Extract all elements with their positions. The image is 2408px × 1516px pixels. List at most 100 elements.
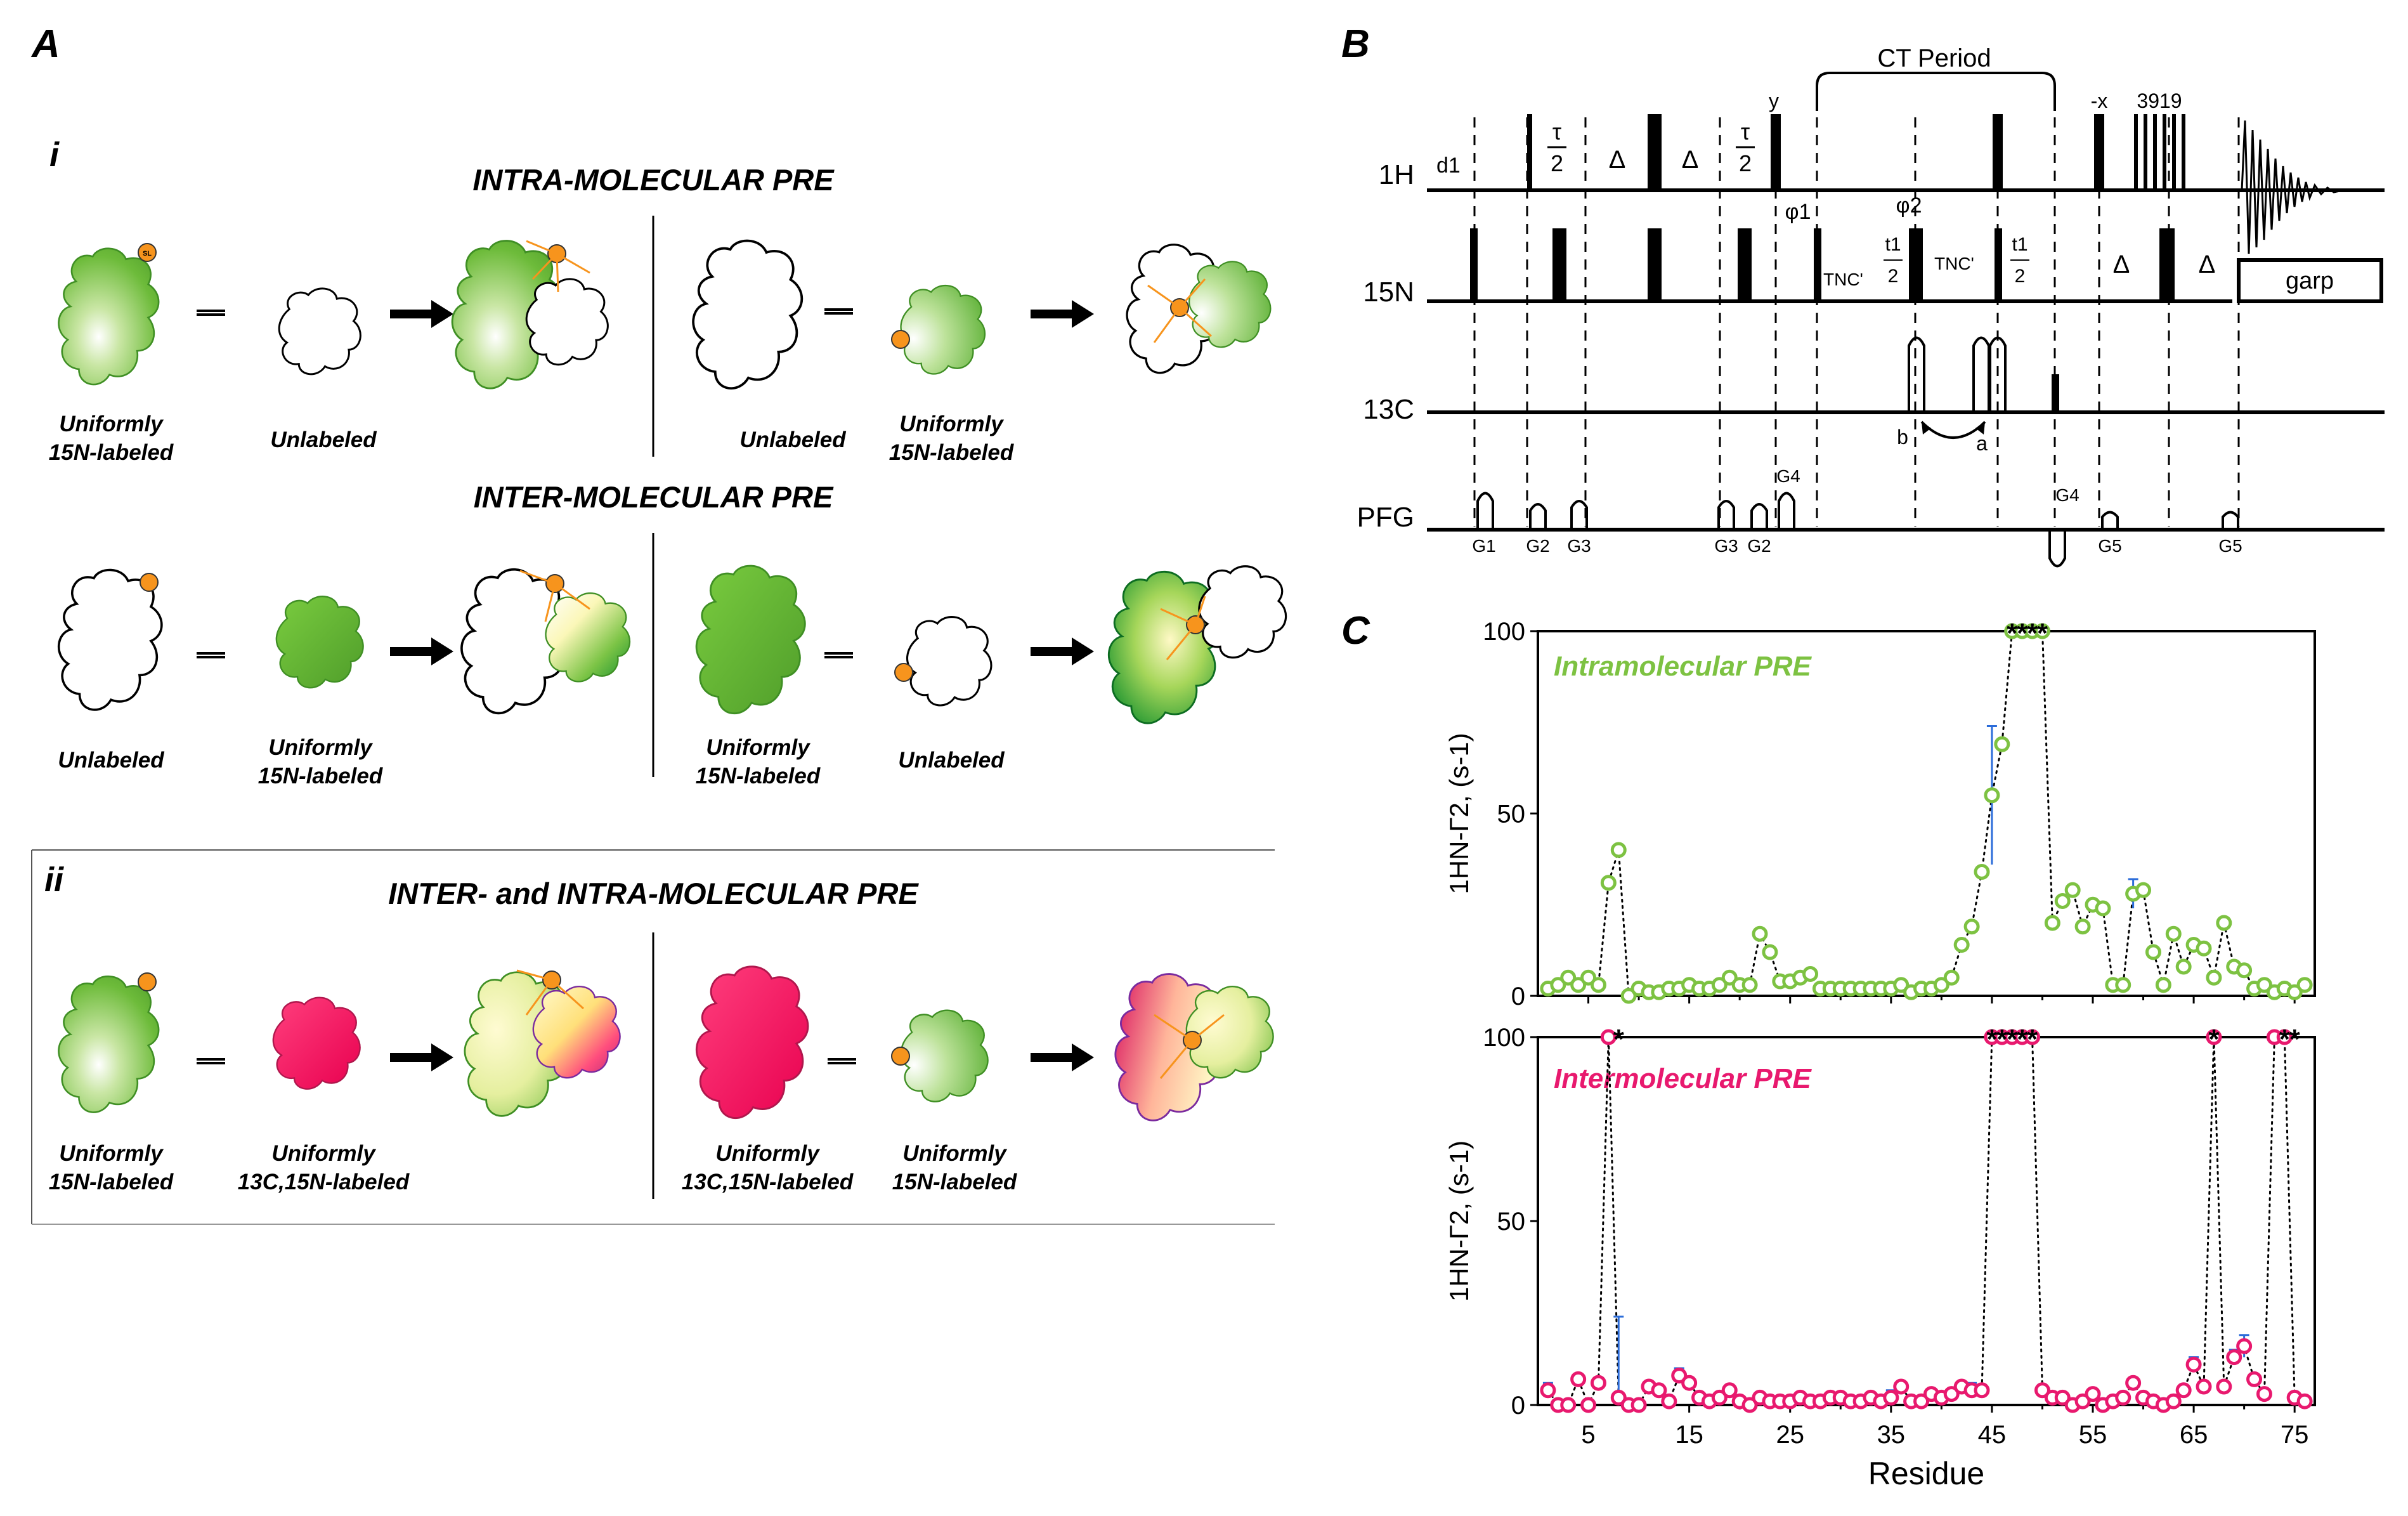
data-point	[1721, 969, 1738, 986]
data-point	[1661, 1393, 1677, 1409]
data-point	[1610, 842, 1627, 858]
data-point	[1893, 977, 1910, 993]
data-point	[2206, 1029, 2222, 1045]
molecule-pink	[695, 965, 809, 1120]
channel-1h: 1H	[1379, 159, 1414, 190]
data-point	[1590, 1375, 1606, 1391]
significance-asterisk: *	[2208, 1024, 2220, 1055]
data-point	[1984, 787, 2000, 804]
inter-right-second: Unlabeled	[898, 748, 1005, 773]
fid-icon	[2241, 120, 2385, 254]
molecule-unlabeled	[906, 615, 992, 707]
data-point	[2276, 1029, 2293, 1045]
data-point	[1560, 969, 1577, 986]
a-label: a	[1976, 432, 1988, 455]
data-point	[1943, 969, 1960, 986]
data-point	[2256, 1386, 2272, 1402]
equilibrium-arrow-icon	[197, 310, 225, 316]
data-point	[2165, 1393, 2182, 1409]
data-point	[1933, 977, 1949, 993]
significance-asterisk: *	[1613, 1024, 1625, 1055]
complex-ii-left	[464, 969, 621, 1117]
inter-left-first: Unlabeled	[58, 748, 164, 773]
x-tick-label: 35	[1877, 1421, 1906, 1449]
data-point	[1721, 1382, 1738, 1399]
data-point	[2115, 977, 2131, 993]
complex-intra-left	[451, 240, 609, 389]
equilibrium-arrow-icon	[824, 652, 853, 658]
x-tick-label: 55	[2079, 1421, 2107, 1449]
timing-dashes	[1473, 117, 2240, 526]
x-tick-label: 5	[1581, 1421, 1595, 1449]
data-point	[2074, 1393, 2091, 1409]
grad-g3a: G3	[1567, 536, 1591, 556]
inter-right-first-line1: Uniformly	[706, 735, 810, 760]
chart-1: 0 50 100 5 15 25 35 45 55 65 75 1HN-Γ2, (s-1) Residu…	[1444, 1024, 2316, 1491]
data-point	[1651, 1382, 1667, 1399]
data-point	[2054, 893, 2071, 909]
inter-title: INTER-MOLECULAR PRE	[474, 480, 834, 514]
data-point	[2115, 1389, 2131, 1406]
delta-label-1: Δ	[1609, 146, 1626, 174]
data-point	[1580, 969, 1597, 986]
x-tick-label: 45	[1978, 1421, 2007, 1449]
data-point	[1600, 1029, 1617, 1045]
y-axis-label: 1HN-Γ2, (s-1)	[1444, 733, 1474, 894]
delta-label-3: Δ	[2113, 251, 2130, 278]
intra-left-first-line2: 15N-labeled	[49, 440, 174, 465]
y-tick-label: 0	[1511, 1392, 1525, 1420]
t1-den-2: 2	[2015, 266, 2026, 287]
x-tick-label: 25	[1776, 1421, 1804, 1449]
section-ii-label: ii	[44, 861, 64, 899]
intra-left-first-line1: Uniformly	[59, 412, 164, 436]
data-point	[2175, 1382, 2192, 1399]
intra-title: INTRA-MOLECULAR PRE	[472, 163, 835, 197]
spin-label-icon	[894, 663, 913, 682]
section-ii-title: INTER- and INTRA-MOLECULAR PRE	[388, 877, 919, 910]
phi2-label: φ2	[1896, 193, 1922, 218]
molecule-green-solid	[695, 565, 806, 715]
data-point	[2206, 969, 2222, 986]
t1-label-1: t1	[1885, 234, 1901, 255]
molecule-green-labeled	[57, 972, 160, 1114]
molecule-unlabeled	[278, 287, 361, 376]
channel-13c: 13C	[1363, 394, 1414, 425]
data-point	[1741, 977, 1758, 993]
molecule-unlabeled	[693, 241, 802, 389]
grad-g2b: G2	[1747, 536, 1771, 556]
data-point	[2034, 623, 2050, 639]
spin-label-icon	[140, 573, 159, 592]
molecule-green-labeled: SL	[57, 243, 160, 386]
significance-asterisk: *	[2027, 1024, 2038, 1055]
channel-lines	[1427, 188, 2385, 532]
inter-left-second-line1: Uniformly	[268, 735, 373, 760]
intra-right-second-line2: 15N-labeled	[889, 440, 1014, 465]
y-tick-label: 50	[1497, 800, 1526, 828]
significance-asterisk: *	[2289, 1024, 2301, 1055]
molecule-pink	[272, 997, 361, 1090]
ii-left-first-line2: 15N-labeled	[49, 1170, 174, 1194]
data-point	[2085, 1386, 2101, 1402]
data-point	[2044, 915, 2060, 931]
forward-arrow-icon	[1031, 300, 1094, 328]
data-point	[2155, 977, 2171, 993]
ct-period-label: CT Period	[1877, 44, 1991, 72]
molecule-green-solid	[275, 595, 364, 689]
data-point	[1560, 1397, 1577, 1413]
data-point	[1741, 1397, 1758, 1413]
forward-arrow-icon	[1031, 637, 1094, 665]
panel-a-label: A	[30, 22, 60, 66]
data-point	[2196, 1378, 2212, 1395]
intra-right-first: Unlabeled	[739, 428, 846, 452]
forward-arrow-icon	[390, 300, 453, 328]
phase-minus-x-label: -x	[2091, 89, 2108, 112]
equilibrium-arrow-icon	[828, 1058, 856, 1064]
data-point	[1974, 864, 1990, 880]
significance-asterisk: *	[2007, 1024, 2018, 1055]
significance-asterisk: *	[2017, 618, 2028, 649]
grad-g2a: G2	[1526, 536, 1549, 556]
significance-asterisk: *	[2037, 618, 2048, 649]
ii-left-first-line1: Uniformly	[59, 1141, 164, 1166]
data-point	[1681, 1375, 1698, 1391]
inter-left-second-line2: 15N-labeled	[258, 764, 383, 788]
